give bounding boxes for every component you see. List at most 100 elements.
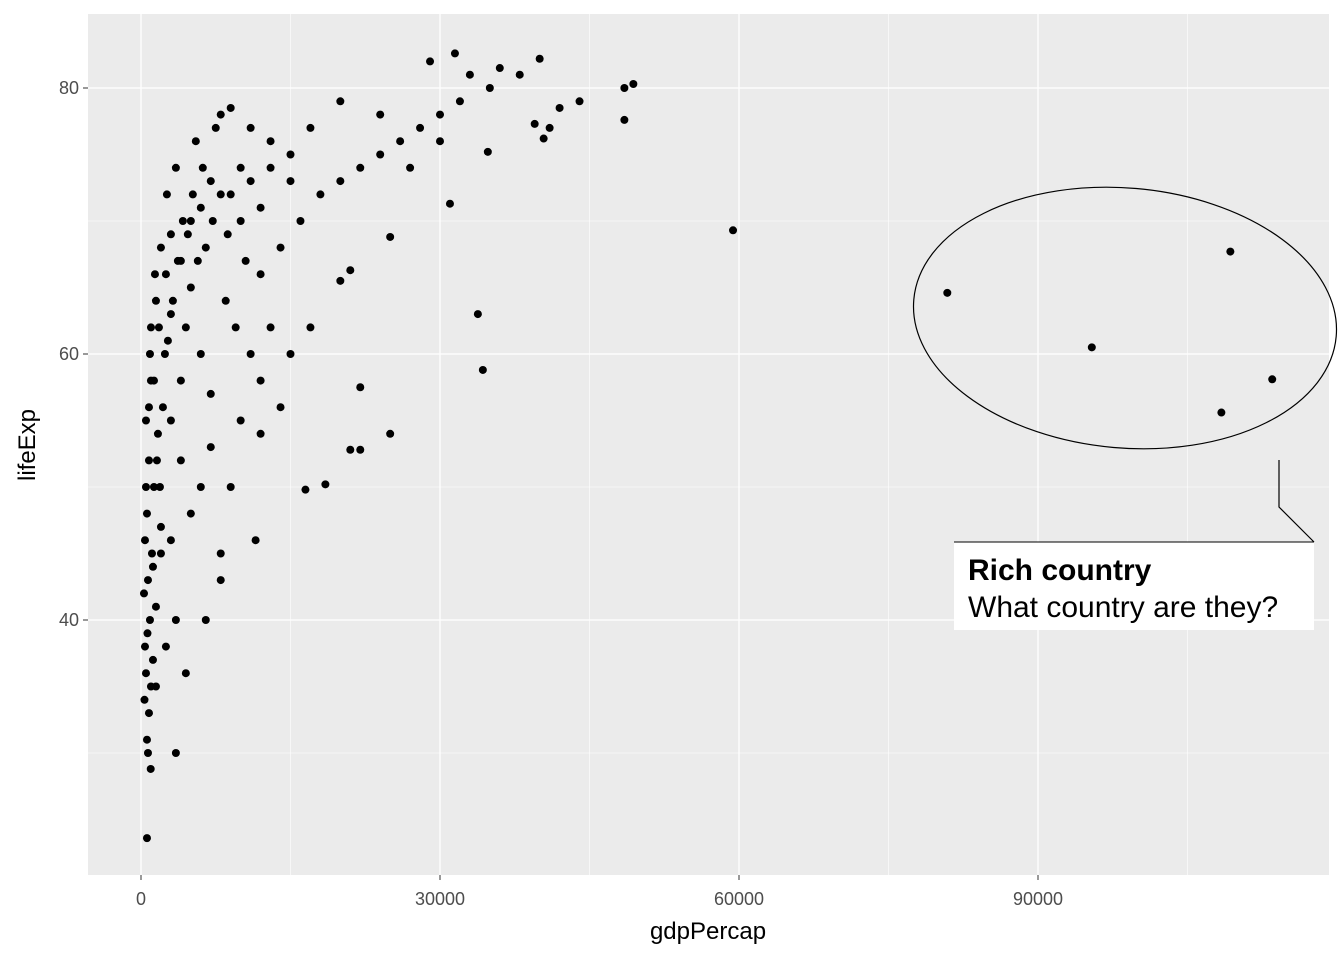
data-point [336, 177, 345, 186]
data-point [166, 536, 175, 545]
data-point [629, 80, 638, 89]
data-point [141, 669, 150, 678]
data-point [575, 97, 584, 106]
y-tick-label: 80 [59, 78, 79, 98]
data-point [173, 256, 182, 265]
data-point [146, 323, 155, 332]
x-axis-title: gdpPercap [650, 918, 766, 945]
data-point [729, 226, 738, 235]
data-point [145, 616, 154, 624]
data-point [206, 389, 215, 398]
data-point [226, 103, 235, 112]
data-point [154, 323, 163, 332]
axis-ticks: 0 30000 60000 90000 40 60 80 [59, 78, 1063, 909]
data-point [515, 70, 524, 79]
data-point [1217, 408, 1226, 417]
data-point [256, 429, 265, 438]
data-point [445, 199, 454, 208]
data-point [141, 483, 150, 491]
data-point [246, 350, 255, 358]
data-point [266, 163, 275, 172]
data-point [256, 376, 265, 385]
data-point [555, 103, 564, 112]
data-point [286, 150, 295, 159]
data-point [495, 64, 504, 73]
data-point [150, 270, 159, 279]
data-point [478, 365, 487, 374]
data-point [1268, 375, 1277, 384]
data-point [436, 137, 444, 146]
data-point [196, 203, 205, 212]
data-point [141, 416, 150, 425]
data-point [191, 137, 200, 146]
data-point [144, 456, 153, 465]
data-point [386, 429, 395, 438]
data-point [171, 163, 180, 172]
data-point [201, 243, 210, 252]
data-point [226, 483, 235, 491]
annotation-label-box [954, 542, 1314, 630]
data-point [171, 616, 180, 624]
data-point [151, 296, 160, 305]
data-point [306, 123, 315, 132]
data-point [216, 549, 225, 558]
data-point [620, 115, 629, 124]
data-point [321, 480, 330, 489]
data-point [346, 445, 355, 454]
data-point [143, 576, 152, 585]
data-point [236, 416, 245, 425]
panel-background [88, 14, 1329, 875]
data-point [142, 834, 151, 843]
data-point [620, 84, 629, 92]
data-point [188, 190, 197, 199]
data-point [183, 230, 192, 239]
data-point [186, 509, 195, 518]
data-point [376, 150, 385, 159]
data-point [535, 54, 544, 63]
data-point [455, 97, 464, 106]
data-point [276, 403, 285, 412]
annotation-title: Rich country [968, 554, 1152, 587]
data-point [198, 163, 207, 172]
data-point [139, 589, 148, 598]
data-point [142, 735, 151, 744]
data-point [306, 323, 315, 332]
data-point [140, 642, 149, 651]
data-point [181, 323, 190, 332]
data-point [144, 403, 153, 412]
x-tick-label: 30000 [415, 889, 465, 909]
data-point [162, 190, 171, 199]
data-point [316, 190, 325, 199]
data-point [168, 296, 177, 305]
data-point [142, 509, 151, 518]
data-point [160, 350, 169, 358]
y-tick-label: 40 [59, 610, 79, 630]
data-point [193, 256, 202, 265]
data-point [211, 123, 220, 132]
x-tick-label: 90000 [1013, 889, 1063, 909]
data-point [256, 203, 265, 212]
data-point [148, 562, 157, 571]
data-point [143, 629, 152, 638]
data-point [241, 256, 250, 265]
data-point [485, 84, 494, 92]
data-point [266, 323, 275, 332]
data-point [161, 270, 170, 279]
data-point [148, 655, 157, 664]
data-point [943, 288, 952, 297]
data-point [356, 383, 365, 392]
data-point [158, 403, 167, 412]
y-tick-label: 60 [59, 344, 79, 364]
y-axis-title: lifeExp [14, 409, 41, 481]
data-point [156, 522, 165, 531]
data-point [223, 230, 232, 239]
data-point [1087, 343, 1096, 352]
data-point [231, 323, 240, 332]
data-point [176, 456, 185, 465]
annotation-connector [1278, 460, 1315, 543]
data-point [149, 483, 158, 491]
data-point [426, 57, 435, 66]
data-point [386, 232, 395, 241]
data-point [161, 642, 170, 651]
data-point [176, 376, 185, 385]
